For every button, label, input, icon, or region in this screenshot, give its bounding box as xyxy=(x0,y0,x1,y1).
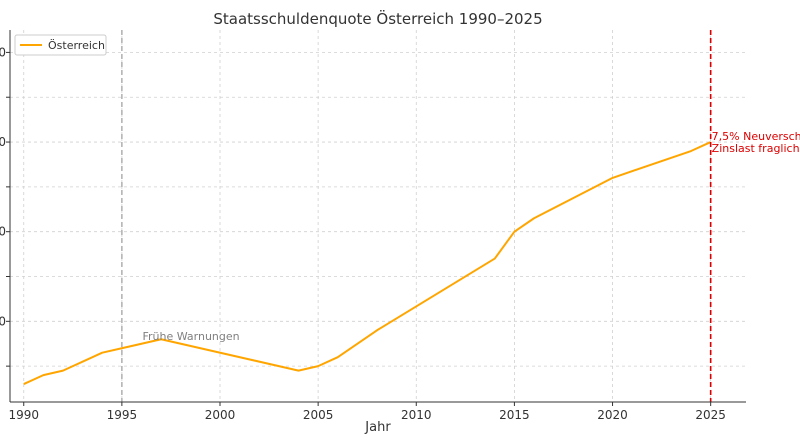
grid xyxy=(10,30,746,402)
series-layer xyxy=(23,141,712,385)
legend: Österreich xyxy=(14,34,107,56)
x-tick-label: 2005 xyxy=(303,408,334,422)
annotations-layer: Frühe Warnungen 7,5% NeuverschuldungZinsl… xyxy=(121,30,800,402)
x-tick-label: 2010 xyxy=(401,408,432,422)
x-tick-label: 2025 xyxy=(695,408,726,422)
x-tick-label: 1995 xyxy=(107,408,138,422)
legend-label-oesterreich: Österreich xyxy=(48,39,105,52)
annotation-early-warnings: Frühe Warnungen xyxy=(142,330,239,343)
y-tick-label: 0 xyxy=(0,314,6,328)
y-axis-ticks: 0 0 0 0 xyxy=(0,45,10,367)
chart-title: Staatsschuldenquote Österreich 1990–2025 xyxy=(213,9,542,28)
y-tick-label: 0 xyxy=(0,45,6,59)
x-tick-label: 2020 xyxy=(597,408,628,422)
y-tick-label: 0 xyxy=(0,135,6,149)
annotation-new-debt: 7,5% Neuverschuldung xyxy=(712,130,800,143)
x-axis-label: Jahr xyxy=(364,420,391,435)
x-tick-label: 2015 xyxy=(499,408,530,422)
legend-box xyxy=(14,34,107,56)
annotation-new-debt: Zinslast fraglich xyxy=(712,142,800,155)
x-axis-ticks: 1990 1995 2000 2005 2010 2015 2020 2025 xyxy=(8,402,726,422)
x-tick-label: 1990 xyxy=(8,408,39,422)
y-tick-label: 0 xyxy=(0,225,6,239)
series-line-oesterreich xyxy=(23,141,712,385)
x-tick-label: 2000 xyxy=(205,408,236,422)
